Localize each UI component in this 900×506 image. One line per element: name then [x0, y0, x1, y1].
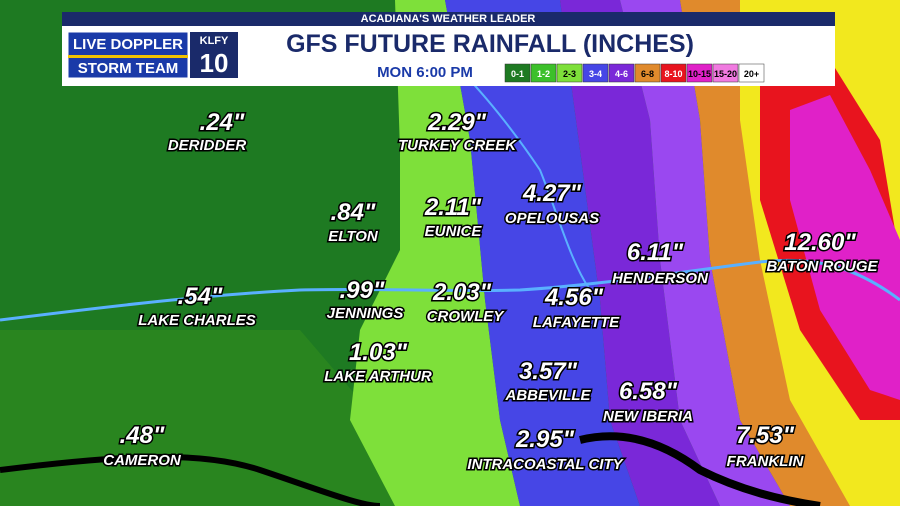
legend-swatch: [530, 63, 557, 83]
legend-label: 3-4: [589, 69, 602, 79]
coastline: [0, 453, 381, 506]
legend-swatch: [608, 63, 635, 83]
city-name: JENNINGS: [327, 305, 404, 322]
legend-label: 2-3: [563, 69, 576, 79]
valid-time: MON 6:00 PM: [377, 64, 473, 81]
city-name: TURKEY CREEK: [398, 137, 517, 154]
title: GFS FUTURE RAINFALL (INCHES): [286, 30, 694, 58]
city-name: DERIDDER: [168, 137, 247, 154]
rain-amount: 6.58": [619, 378, 678, 405]
rain-amount: 2.29": [427, 109, 487, 136]
rain-amount: 2.03": [432, 279, 492, 306]
rain-amount: .48": [120, 422, 165, 449]
city-name: FRANKLIN: [727, 453, 805, 470]
rain-amount: 1.03": [349, 339, 408, 366]
interstate: [0, 258, 900, 322]
rain-amount: .84": [331, 199, 376, 226]
city-name: NEW IBERIA: [603, 408, 693, 425]
legend-swatch: [686, 63, 713, 83]
legend-swatch: [582, 63, 609, 83]
legend-label: 15-20: [714, 69, 737, 79]
city-name: CAMERON: [103, 452, 182, 469]
legend-swatch: [738, 63, 765, 83]
coastline-east: [579, 432, 821, 506]
legend-label: 6-8: [641, 69, 654, 79]
city-name: LAKE CHARLES: [138, 312, 256, 329]
rain-amount: .54": [178, 283, 223, 310]
rain-amount: .24": [200, 109, 245, 136]
legend-swatch: [556, 63, 583, 83]
rain-amount: 12.60": [784, 229, 856, 256]
rain-amount: 4.56": [544, 284, 604, 311]
band-3-4: [560, 0, 720, 506]
logo-stripe: [68, 55, 188, 58]
band-2-3: [445, 0, 640, 506]
band-4-6: [620, 0, 790, 506]
legend: 0-1 1-2 2-3 3-4 4-6 6-8 8-10 10-15 15-20 20+: [504, 63, 765, 83]
logo-line1: LIVE DOPPLER: [73, 36, 183, 53]
rain-amount: 6.11": [627, 239, 684, 266]
rain-amount: 2.95": [515, 426, 575, 453]
legend-swatch: [712, 63, 739, 83]
legend-label: 4-6: [615, 69, 628, 79]
legend-label: 0-1: [511, 69, 524, 79]
river: [459, 69, 591, 291]
legend-swatch: [634, 63, 661, 83]
station-box: [190, 32, 238, 78]
city-name: HENDERSON: [612, 270, 709, 287]
tagline: ACADIANA'S WEATHER LEADER: [361, 13, 536, 25]
city-name: OPELOUSAS: [505, 210, 599, 227]
city-name: EUNICE: [425, 223, 483, 240]
legend-label: 10-15: [688, 69, 711, 79]
legend-swatch: [660, 63, 687, 83]
legend-label: 8-10: [664, 69, 682, 79]
station-channel: 10: [200, 48, 229, 78]
rain-amount: 7.53": [736, 422, 795, 449]
legend-label: 20+: [744, 69, 759, 79]
logo-line2: STORM TEAM: [78, 60, 179, 77]
city-name: INTRACOASTAL CITY: [467, 456, 624, 473]
band-1-2: [350, 0, 520, 506]
legend-label: 1-2: [537, 69, 550, 79]
city-name: LAFAYETTE: [533, 314, 620, 331]
rain-amount: .99": [340, 277, 385, 304]
city-name: BATON ROUGE: [766, 258, 878, 275]
city-name: CROWLEY: [427, 308, 506, 325]
band-10-15: [790, 95, 900, 400]
city-name: ELTON: [328, 228, 379, 245]
rain-amount: 2.11": [424, 194, 482, 221]
tagline-bar: [62, 12, 835, 26]
cities: .24"DERIDDER 2.29"TURKEY CREEK .84" ELTON 2.…: [102, 108, 880, 475]
city-name: LAKE ARTHUR: [324, 368, 432, 385]
rain-amount: 3.57": [519, 358, 578, 385]
station-call: KLFY: [200, 35, 229, 47]
city-name: ABBEVILLE: [504, 387, 591, 404]
rain-amount: 4.27": [522, 180, 582, 207]
legend-swatch: [504, 63, 531, 83]
